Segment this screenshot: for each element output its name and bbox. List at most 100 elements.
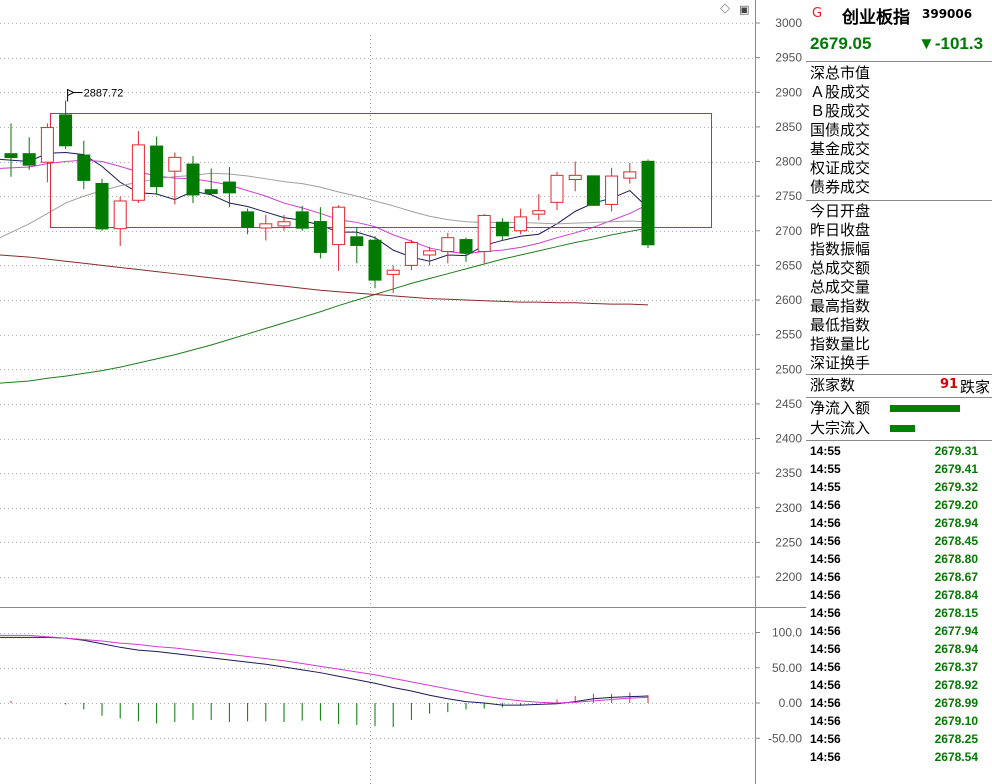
price-tick-label: 2250	[775, 535, 802, 549]
indicator-tick-label: -50.00	[768, 731, 802, 745]
tick-row[interactable]: 14:56 2678.54	[806, 748, 992, 766]
quote-panel: G 创业板指 399006 2679.05 ▼-101.3 深总市值 Ａ股成交 Ｂ股…	[806, 0, 992, 784]
tick-value: 2678.45	[934, 534, 978, 548]
divider	[806, 440, 992, 441]
tick-value: 2678.15	[934, 606, 978, 620]
tick-value: 2678.80	[934, 552, 978, 566]
candle-body	[150, 145, 164, 188]
candle-body	[222, 181, 236, 194]
tick-time: 14:56	[810, 714, 841, 728]
ma5-indicator-line	[0, 636, 649, 706]
price-tick-label: 2550	[775, 328, 802, 342]
candle-body	[204, 189, 218, 195]
indicator-tick-label: 100.0	[772, 626, 802, 640]
tick-row[interactable]: 14:56 2678.45	[806, 532, 992, 550]
info-label: 国债成交	[810, 121, 871, 139]
tick-row[interactable]: 14:56 2678.37	[806, 658, 992, 676]
tick-time: 14:56	[810, 570, 841, 584]
candle-body	[259, 223, 273, 229]
tick-value: 2677.94	[934, 624, 978, 638]
price-tick-label: 2950	[775, 51, 802, 65]
tick-time: 14:56	[810, 642, 841, 656]
dropdown-icon[interactable]: ▣	[739, 3, 750, 16]
candle-body	[241, 211, 255, 228]
decline-label: 跌家	[960, 378, 991, 396]
tick-time: 14:56	[810, 606, 841, 620]
tick-row[interactable]: 14:56 2678.15	[806, 604, 992, 622]
candle-body	[386, 269, 400, 275]
candle-body	[168, 156, 182, 172]
advance-count: 91	[940, 377, 959, 392]
price-tick-label: 2200	[775, 570, 802, 584]
tick-value: 2678.37	[934, 660, 978, 674]
tick-row[interactable]: 14:56 2678.92	[806, 676, 992, 694]
tick-time: 14:56	[810, 552, 841, 566]
candle-body	[113, 200, 127, 230]
ma20-line	[0, 172, 649, 239]
info-label: Ｂ股成交	[810, 102, 871, 120]
tick-value: 2678.25	[934, 732, 978, 746]
tick-row[interactable]: 14:55 2679.31	[806, 442, 992, 460]
info-label: Ａ股成交	[810, 83, 871, 101]
candlestick-chart[interactable]: 2887.72 3000 2950 2900 2850 2800 2750 2700 2650…	[0, 0, 806, 784]
candle-body	[459, 239, 473, 254]
divider	[806, 200, 992, 201]
divider	[806, 374, 992, 375]
tick-row[interactable]: 14:56 2678.99	[806, 694, 992, 712]
tick-row[interactable]: 14:56 2678.94	[806, 514, 992, 532]
tick-row[interactable]: 14:56 2678.25	[806, 730, 992, 748]
candle-body	[568, 174, 582, 181]
candle-body	[623, 171, 637, 179]
flag-icon	[67, 88, 75, 102]
candle-body	[77, 154, 91, 181]
indicator-tick-label: 0.00	[779, 696, 803, 710]
tick-row[interactable]: 14:55 2679.32	[806, 478, 992, 496]
tick-row[interactable]: 14:56 2677.94	[806, 622, 992, 640]
tick-time: 14:56	[810, 624, 841, 638]
info-label: 深总市值	[810, 64, 871, 82]
tick-value: 2678.94	[934, 642, 978, 656]
block-inflow-bar	[890, 425, 916, 432]
tick-time: 14:56	[810, 516, 841, 530]
tick-row[interactable]: 14:56 2679.20	[806, 496, 992, 514]
candle-body	[4, 153, 18, 159]
tick-value: 2678.84	[934, 588, 978, 602]
tick-time: 14:55	[810, 462, 841, 476]
net-inflow-bar	[890, 405, 960, 412]
tick-row[interactable]: 14:56 2678.80	[806, 550, 992, 568]
tick-row[interactable]: 14:56 2679.10	[806, 712, 992, 730]
tick-value: 2678.99	[934, 696, 978, 710]
tick-value: 2679.32	[934, 480, 978, 494]
price-tick-label: 2300	[775, 501, 802, 515]
candle-body	[550, 174, 564, 203]
candle-body	[514, 216, 528, 232]
peak-annotation: 2887.72	[67, 88, 124, 102]
candle-body	[277, 221, 291, 227]
info-label: 最高指数	[810, 297, 871, 315]
flag-label: G	[812, 6, 823, 21]
tick-row[interactable]: 14:55 2679.41	[806, 460, 992, 478]
tick-time: 14:56	[810, 534, 841, 548]
candle-body	[441, 237, 455, 253]
info-label: 指数量比	[810, 335, 871, 353]
tick-time: 14:56	[810, 498, 841, 512]
price-tick-label: 2500	[775, 362, 802, 376]
tick-row[interactable]: 14:56 2678.94	[806, 640, 992, 658]
tick-time: 14:56	[810, 678, 841, 692]
info-label: 债券成交	[810, 178, 871, 196]
tick-row[interactable]: 14:56 2678.84	[806, 586, 992, 604]
price-tick-label: 2850	[775, 120, 802, 134]
tick-row[interactable]: 14:56 2678.67	[806, 568, 992, 586]
divider	[806, 61, 992, 62]
current-price: 2679.05	[810, 34, 872, 53]
diamond-icon[interactable]: ◇	[720, 1, 730, 16]
candle-body	[295, 211, 309, 229]
tick-time: 14:56	[810, 750, 841, 764]
net-inflow-label: 净流入额	[810, 399, 871, 417]
index-name: 创业板指	[842, 8, 910, 28]
price-tick-label: 2450	[775, 397, 802, 411]
ma10-line	[0, 159, 649, 255]
peak-label: 2887.72	[84, 88, 124, 100]
chart-grid	[0, 0, 806, 784]
price-tick-label: 2700	[775, 224, 802, 238]
